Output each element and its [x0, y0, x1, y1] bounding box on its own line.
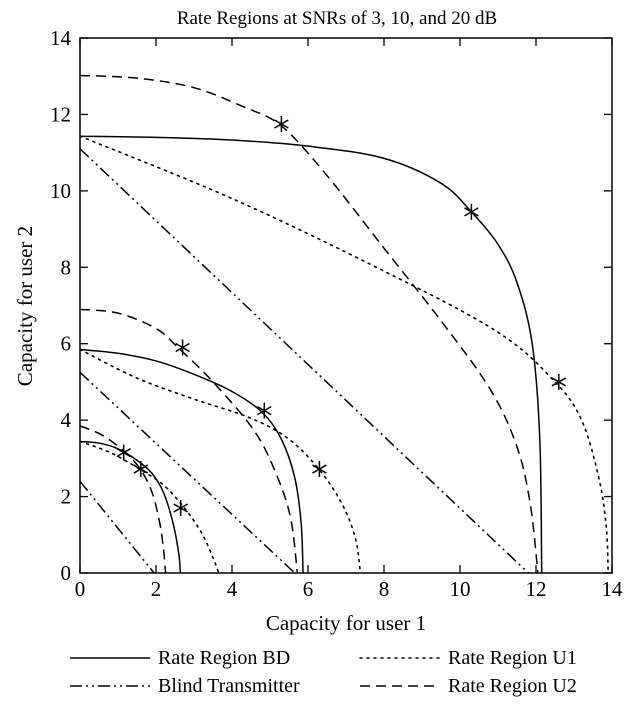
asterisk-marker [116, 444, 132, 461]
y-tick-label: 0 [61, 561, 72, 585]
y-axis-label: Capacity for user 2 [13, 226, 37, 386]
x-tick-label: 2 [151, 577, 162, 601]
x-tick-label: 14 [602, 577, 624, 601]
series-line-dashdotdot-10db [79, 371, 296, 574]
asterisk-marker [173, 500, 189, 517]
series-line-dashdotdot-3db [79, 480, 155, 574]
y-tick-label: 2 [61, 485, 72, 509]
x-tick-label: 4 [227, 577, 238, 601]
x-tick-label: 0 [75, 577, 86, 601]
series-line-dashed-20db [79, 74, 539, 574]
x-axis-label: Capacity for user 1 [266, 611, 426, 635]
asterisk-marker [312, 461, 327, 478]
series-line-dashed-3db [79, 425, 167, 574]
series-line-dashdotdot-20db [79, 148, 529, 574]
asterisk-marker [133, 461, 149, 478]
legend-label: Blind Transmitter [158, 675, 300, 697]
asterisk-marker [464, 203, 479, 220]
chart-title: Rate Regions at SNRs of 3, 10, and 20 dB [177, 8, 497, 29]
series-line-dashed-10db [79, 308, 299, 574]
legend: Rate Region BD Rate Region U1 Blind Transm… [70, 647, 577, 697]
legend-label: Rate Region BD [158, 647, 290, 669]
x-tick-label: 6 [303, 577, 314, 601]
axis-ticks: 0 2 4 6 8 10 12 14 0 2 4 6 8 10 12 14 [50, 26, 623, 601]
y-tick-label: 10 [50, 179, 71, 203]
asterisk-marker [256, 402, 272, 419]
series-line-solid-20db [79, 135, 543, 574]
series-line-solid-10db [79, 348, 304, 574]
y-tick-label: 12 [50, 102, 71, 126]
y-tick-label: 14 [50, 26, 72, 50]
series-line-dotted-10db [79, 348, 362, 574]
series-line-dotted-20db [79, 135, 609, 574]
y-tick-label: 6 [61, 332, 72, 356]
plot-frame [79, 37, 613, 574]
x-tick-label: 8 [379, 577, 390, 601]
asterisk-marker [175, 339, 190, 356]
asterisk-marker [274, 115, 289, 132]
series-line-dotted-3db [79, 440, 220, 574]
legend-label: Rate Region U1 [448, 647, 577, 669]
x-tick-label: 10 [450, 577, 471, 601]
asterisk-marker [551, 373, 567, 390]
legend-label: Rate Region U2 [448, 675, 577, 697]
y-tick-label: 4 [61, 408, 72, 432]
series-line-solid-3db [79, 440, 182, 574]
x-tick-label: 12 [526, 577, 547, 601]
plot-area [79, 37, 613, 574]
y-tick-label: 8 [61, 255, 72, 279]
